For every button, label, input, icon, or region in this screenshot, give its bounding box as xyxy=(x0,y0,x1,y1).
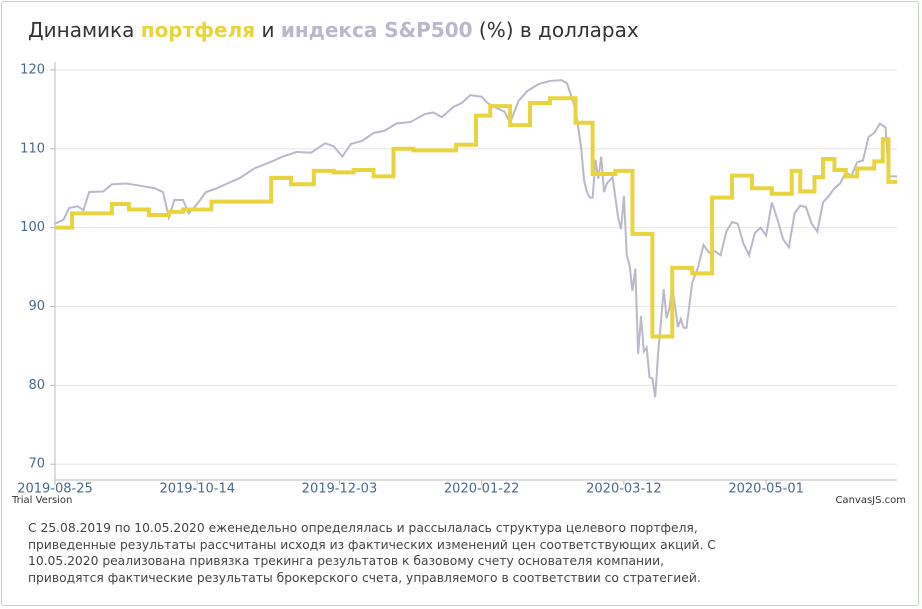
title-part: Динамика xyxy=(28,18,134,42)
x-tick-label: 2019-10-14 xyxy=(159,482,235,497)
title-part: (%) в долларах xyxy=(479,18,639,42)
y-tick-label: 90 xyxy=(28,299,45,314)
note: С 25.08.2019 по 10.05.2020 еженедельно о… xyxy=(28,520,716,586)
title-series-name: индекса S&P500 xyxy=(281,18,473,42)
note-line: приведенные результаты рассчитаны исходя… xyxy=(28,537,716,552)
title-part: и xyxy=(261,18,274,42)
y-tick-label: 80 xyxy=(28,378,45,393)
x-tick-label: 2019-12-03 xyxy=(302,482,378,497)
note-line: С 25.08.2019 по 10.05.2020 еженедельно о… xyxy=(28,521,698,535)
y-tick-label: 100 xyxy=(20,220,45,235)
watermark: Trial Version xyxy=(11,495,72,506)
y-tick-label: 110 xyxy=(20,141,45,156)
note-line: 10.05.2020 реализована привязка трекинга… xyxy=(28,554,664,568)
title-series-name: портфеля xyxy=(141,18,255,42)
x-tick-label: 2019-08-25 xyxy=(17,482,93,497)
x-tick-label: 2020-05-01 xyxy=(728,482,804,497)
credit: CanvasJS.com xyxy=(835,495,906,506)
x-tick-label: 2020-01-22 xyxy=(444,482,520,497)
note-line: приводятся фактические результаты брокер… xyxy=(28,570,701,585)
y-tick-label: 120 xyxy=(20,62,45,77)
chart-title: Динамика портфеля и индекса S&P500 (%) в… xyxy=(28,18,639,42)
series-line xyxy=(55,96,897,339)
y-tick-label: 70 xyxy=(28,457,45,472)
series-line xyxy=(54,79,897,398)
x-tick-label: 2020-03-12 xyxy=(586,482,662,497)
